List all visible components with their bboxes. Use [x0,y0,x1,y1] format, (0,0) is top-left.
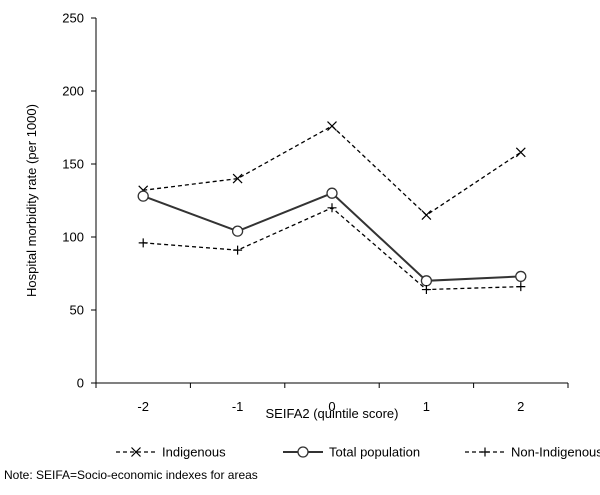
marker-plus [327,203,337,213]
series-total-population [137,187,527,287]
axes: 0 50 100 150 200 250 -2 -1 0 1 2 [62,11,569,414]
y-tick-label: 0 [77,376,84,391]
legend-item: Indigenous [116,445,226,460]
marker-plus [233,245,243,255]
marker-circle [137,190,149,202]
marker-plus [138,238,148,248]
chart: 0 50 100 150 200 250 -2 -1 0 1 2 Indigenous Total p… [24,11,600,460]
marker-circle [231,225,244,237]
y-axis-label: Hospital morbidity rate (per 1000) [24,104,39,297]
x-tick-label: 1 [423,399,430,414]
y-tick-label: 250 [62,11,84,26]
y-tick-label: 150 [62,157,84,172]
y-tick-label: 100 [62,230,84,245]
marker-plus [516,282,526,292]
x-tick-label: 2 [517,399,524,414]
marker-circle [326,187,338,199]
x-tick-label: -1 [232,399,244,414]
legend: Indigenous Total population Non-Indigenous [116,445,600,460]
x-tick-label: 0 [328,399,335,414]
series-line [143,125,522,216]
legend-label: Non-Indigenous [511,445,600,460]
legend-label: Indigenous [162,445,226,460]
marker-plus [421,285,431,295]
marker-circle [515,270,527,283]
marker-circle [420,275,433,287]
series-non-indigenous [138,203,526,295]
marker-x [232,173,243,184]
y-tick-label: 200 [62,84,84,99]
marker-plus [480,447,490,457]
series-indigenous [138,121,526,221]
marker-x [421,210,432,221]
legend-item: Total population [283,445,420,460]
y-tick-label: 50 [70,303,84,318]
legend-label: Total population [329,445,420,460]
marker-x [327,121,337,131]
x-tick-label: -2 [137,399,149,414]
marker-x [131,447,141,457]
footnote: Note: SEIFA=Socio-economic indexes for a… [4,468,258,482]
series-layer [137,121,527,295]
x-axis-label: SEIFA2 (quintile score) [266,406,399,421]
marker-x [515,147,526,158]
series-line [143,207,521,291]
marker-circle [297,446,309,458]
legend-item: Non-Indigenous [465,445,600,460]
